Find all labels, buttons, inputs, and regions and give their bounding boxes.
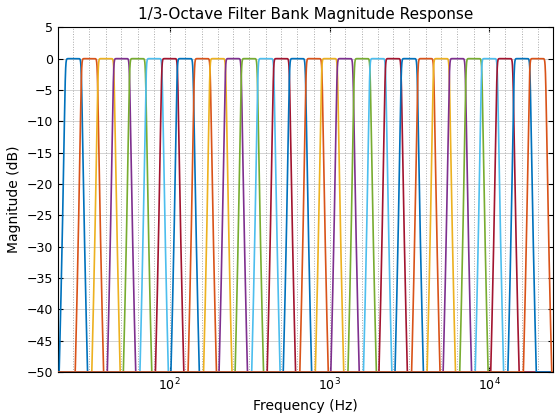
Y-axis label: Magnitude (dB): Magnitude (dB)	[7, 146, 21, 253]
X-axis label: Frequency (Hz): Frequency (Hz)	[253, 399, 358, 413]
Title: 1/3-Octave Filter Bank Magnitude Response: 1/3-Octave Filter Bank Magnitude Respons…	[138, 7, 473, 22]
